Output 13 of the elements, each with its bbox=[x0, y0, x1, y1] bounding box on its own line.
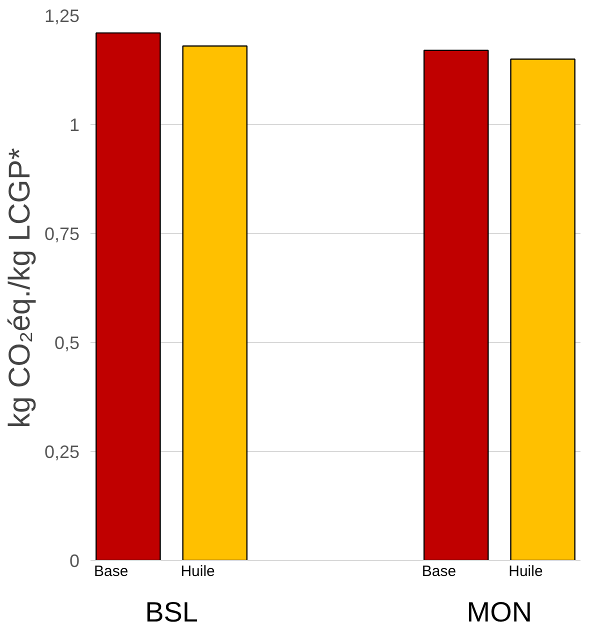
y-tick-label: 0,75 bbox=[44, 224, 80, 244]
y-tick-label: 1 bbox=[69, 115, 80, 135]
series-label: Base bbox=[94, 563, 128, 580]
y-axis-title: kg CO₂éq./kg LCGP* bbox=[3, 148, 36, 428]
y-tick-label: 0,25 bbox=[44, 442, 80, 462]
text: Base bbox=[422, 563, 456, 580]
y-tick-label: 0,5 bbox=[54, 333, 80, 353]
text: Huile bbox=[508, 563, 543, 580]
y-tick-label: 0 bbox=[69, 551, 80, 571]
x-tick-label: BSL bbox=[145, 596, 198, 628]
series-label: Huile bbox=[180, 563, 215, 580]
y-tick-label: 1,25 bbox=[44, 6, 80, 26]
x-tick-label: MON bbox=[466, 596, 532, 628]
